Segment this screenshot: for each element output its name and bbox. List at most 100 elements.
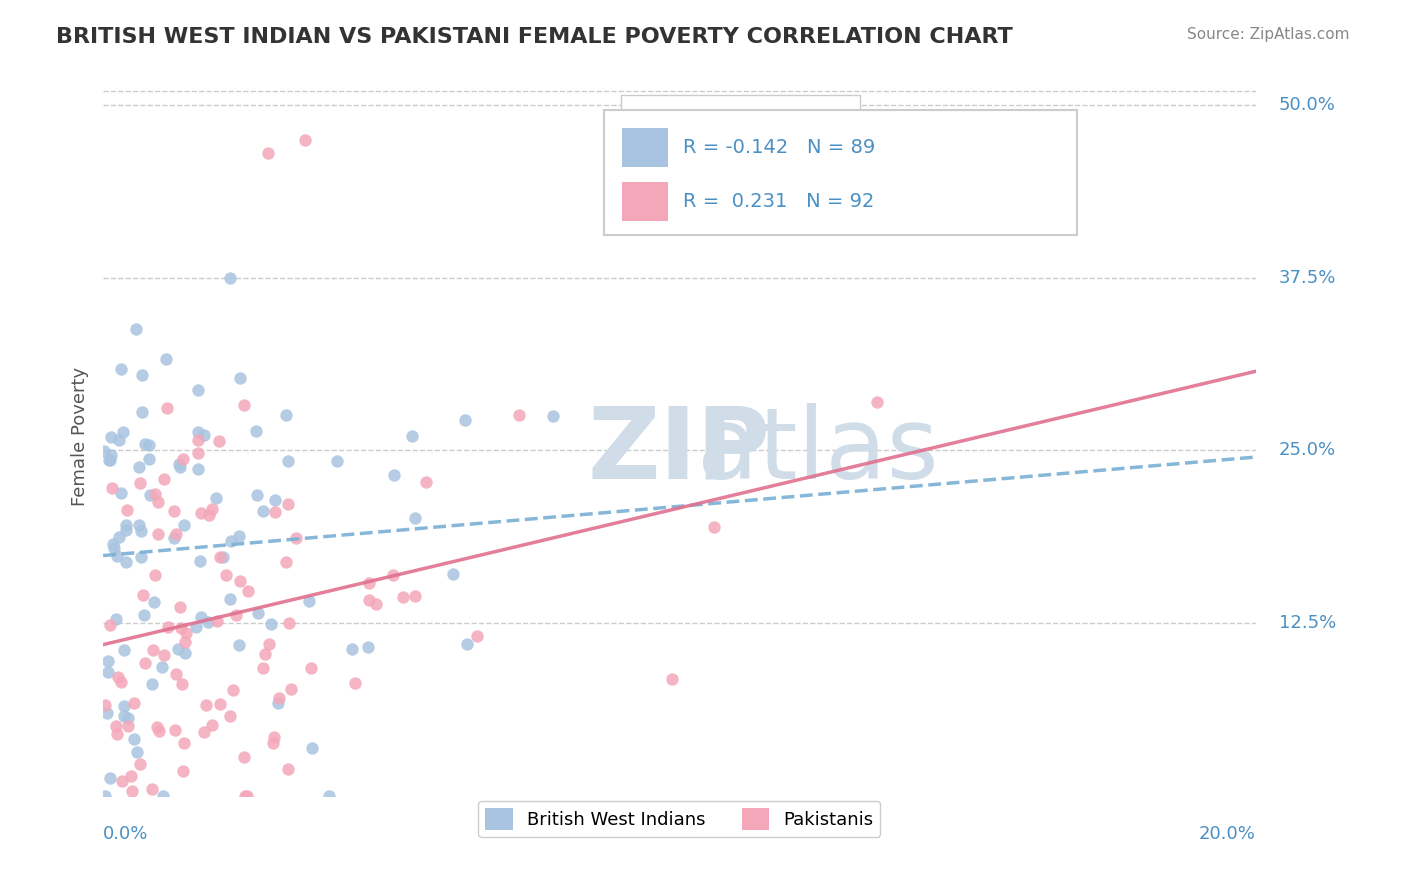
Point [172, 764, 194, 779]
Point [204, 491, 226, 505]
Point [148, 527, 170, 541]
Point [219, 709, 242, 723]
Point [174, 647, 197, 661]
Point [120, 769, 142, 783]
Point [263, 493, 285, 508]
Point [253, 647, 276, 661]
Point [280, 681, 302, 696]
Point [299, 661, 322, 675]
Point [167, 641, 190, 656]
Point [188, 554, 211, 568]
Point [225, 608, 247, 623]
Point [294, 133, 316, 147]
Legend: British West Indians, Pakistanis: British West Indians, Pakistanis [478, 801, 880, 837]
Point [359, 576, 381, 591]
Point [169, 457, 191, 471]
Point [129, 475, 152, 490]
Point [392, 590, 415, 604]
Point [101, 482, 124, 496]
Point [214, 568, 236, 582]
Point [129, 549, 152, 564]
Point [100, 430, 122, 444]
Point [112, 699, 135, 714]
Point [148, 724, 170, 739]
Point [186, 620, 208, 634]
Point [152, 472, 174, 486]
Point [277, 615, 299, 630]
Point [96, 706, 118, 720]
Point [163, 723, 186, 737]
Point [276, 409, 298, 423]
Point [97, 654, 120, 668]
Point [165, 526, 187, 541]
Point [541, 409, 564, 423]
Point [138, 438, 160, 452]
Point [228, 529, 250, 543]
Point [169, 600, 191, 615]
Point [115, 517, 138, 532]
Y-axis label: Female Poverty: Female Poverty [72, 368, 89, 506]
Point [259, 637, 281, 651]
Point [285, 531, 308, 545]
Point [193, 724, 215, 739]
Text: Source: ZipAtlas.com: Source: ZipAtlas.com [1187, 27, 1350, 42]
Point [111, 773, 134, 788]
Point [357, 593, 380, 607]
Point [508, 409, 530, 423]
Point [134, 436, 156, 450]
Point [98, 453, 121, 467]
Point [174, 625, 197, 640]
Point [98, 771, 121, 785]
Point [263, 730, 285, 744]
Point [260, 617, 283, 632]
Point [187, 383, 209, 397]
Point [209, 550, 232, 565]
Point [235, 789, 257, 803]
Point [134, 656, 156, 670]
Point [128, 518, 150, 533]
Point [277, 497, 299, 511]
Point [112, 642, 135, 657]
Point [121, 784, 143, 798]
Point [356, 640, 378, 654]
Point [105, 549, 128, 563]
Point [401, 429, 423, 443]
Point [115, 503, 138, 517]
Point [318, 789, 340, 803]
Point [382, 567, 405, 582]
Point [156, 620, 179, 634]
Point [115, 555, 138, 569]
Point [105, 727, 128, 741]
Point [661, 673, 683, 687]
Point [100, 448, 122, 462]
Point [187, 425, 209, 439]
Point [156, 401, 179, 416]
Point [219, 270, 242, 285]
Point [262, 736, 284, 750]
Point [111, 425, 134, 439]
Point [146, 495, 169, 509]
Point [142, 643, 165, 657]
Point [277, 453, 299, 467]
Point [257, 146, 280, 161]
Point [141, 781, 163, 796]
Point [456, 637, 478, 651]
Point [222, 682, 245, 697]
Point [108, 433, 131, 447]
Point [101, 537, 124, 551]
Point [211, 550, 233, 565]
Point [143, 594, 166, 608]
Point [174, 634, 197, 648]
Point [110, 674, 132, 689]
Point [170, 621, 193, 635]
Point [107, 670, 129, 684]
Text: 37.5%: 37.5% [1278, 268, 1336, 286]
Point [201, 718, 224, 732]
Point [107, 530, 129, 544]
Text: 25.0%: 25.0% [1278, 442, 1336, 459]
Point [229, 574, 252, 588]
Text: 20.0%: 20.0% [1199, 824, 1256, 843]
FancyBboxPatch shape [605, 110, 1077, 235]
Point [132, 588, 155, 602]
Point [145, 568, 167, 582]
